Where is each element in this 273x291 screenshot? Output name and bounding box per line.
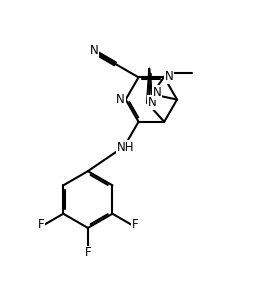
Text: F: F	[85, 246, 91, 260]
Text: NH: NH	[117, 141, 135, 154]
Text: N: N	[90, 44, 98, 57]
Text: F: F	[132, 218, 138, 231]
Text: F: F	[38, 218, 44, 231]
Text: N: N	[148, 96, 157, 109]
Text: N: N	[165, 70, 173, 83]
Text: N: N	[116, 93, 125, 106]
Text: N: N	[152, 86, 161, 99]
